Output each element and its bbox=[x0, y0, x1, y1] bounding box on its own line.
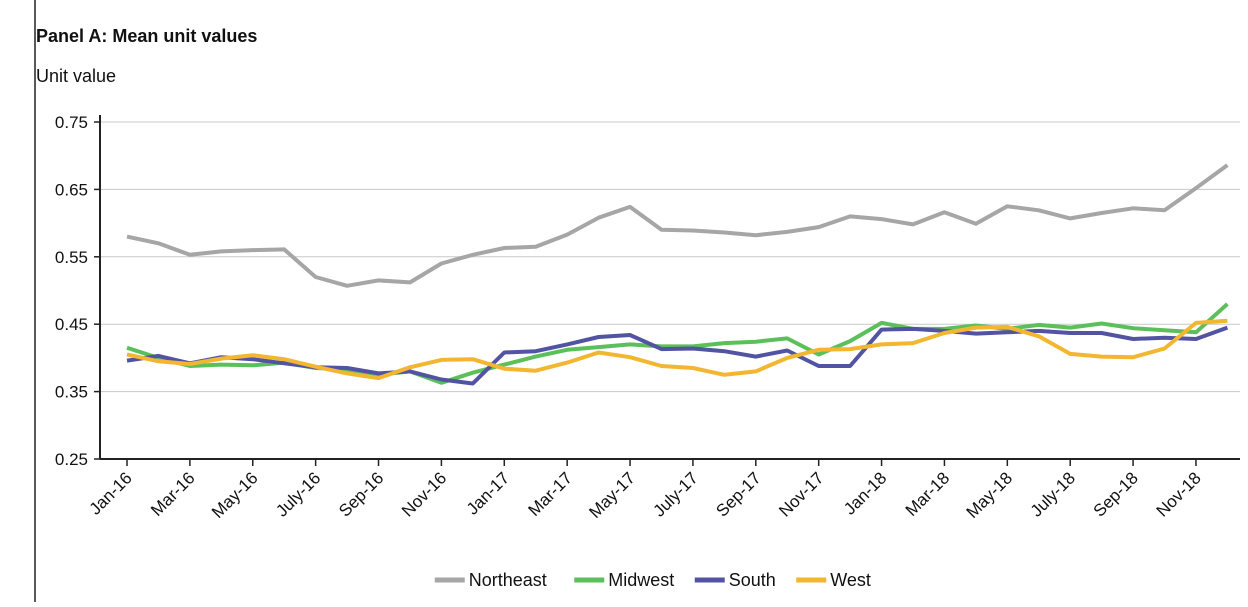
x-tick-label: May-18 bbox=[963, 468, 1017, 522]
series-line bbox=[126, 318, 1228, 381]
x-tick-label: Sep-18 bbox=[1090, 468, 1142, 520]
y-tick-label: 0.65 bbox=[55, 180, 88, 199]
x-tick-label: Jan-16 bbox=[86, 468, 136, 518]
legend-label: Northeast bbox=[469, 570, 547, 590]
panel-border bbox=[34, 0, 36, 607]
series-line bbox=[126, 325, 1229, 386]
y-axis-label: Unit value bbox=[36, 66, 116, 86]
x-tick-label: Mar-18 bbox=[902, 468, 954, 520]
x-tick-label: Sep-16 bbox=[335, 468, 387, 520]
x-tick-label: Nov-18 bbox=[1153, 468, 1205, 520]
legend-label: Midwest bbox=[608, 570, 674, 590]
x-tick-label: May-17 bbox=[585, 468, 639, 522]
y-tick-label: 0.25 bbox=[55, 450, 88, 469]
legend-label: West bbox=[830, 570, 871, 590]
x-tick-label: July-17 bbox=[650, 468, 702, 520]
x-tick-label: July-18 bbox=[1027, 468, 1079, 520]
x-tick-label: Jan-17 bbox=[463, 468, 513, 518]
x-tick-label: Mar-16 bbox=[147, 468, 199, 520]
x-tick-label: Jan-18 bbox=[840, 468, 890, 518]
series-line bbox=[126, 163, 1229, 288]
x-tick-label: May-16 bbox=[208, 468, 262, 522]
x-tick-label: Nov-16 bbox=[398, 468, 450, 520]
y-tick-label: 0.35 bbox=[55, 383, 88, 402]
series-line bbox=[126, 302, 1229, 385]
y-tick-label: 0.55 bbox=[55, 248, 88, 267]
x-tick-label: July-16 bbox=[272, 468, 324, 520]
y-tick-label: 0.45 bbox=[55, 315, 88, 334]
y-tick-label: 0.75 bbox=[55, 113, 88, 132]
legend-label: South bbox=[729, 570, 776, 590]
x-tick-label: Nov-17 bbox=[775, 468, 827, 520]
chart-title: Panel A: Mean unit values bbox=[36, 26, 257, 46]
x-tick-label: Sep-17 bbox=[712, 468, 764, 520]
x-tick-label: Mar-17 bbox=[524, 468, 576, 520]
